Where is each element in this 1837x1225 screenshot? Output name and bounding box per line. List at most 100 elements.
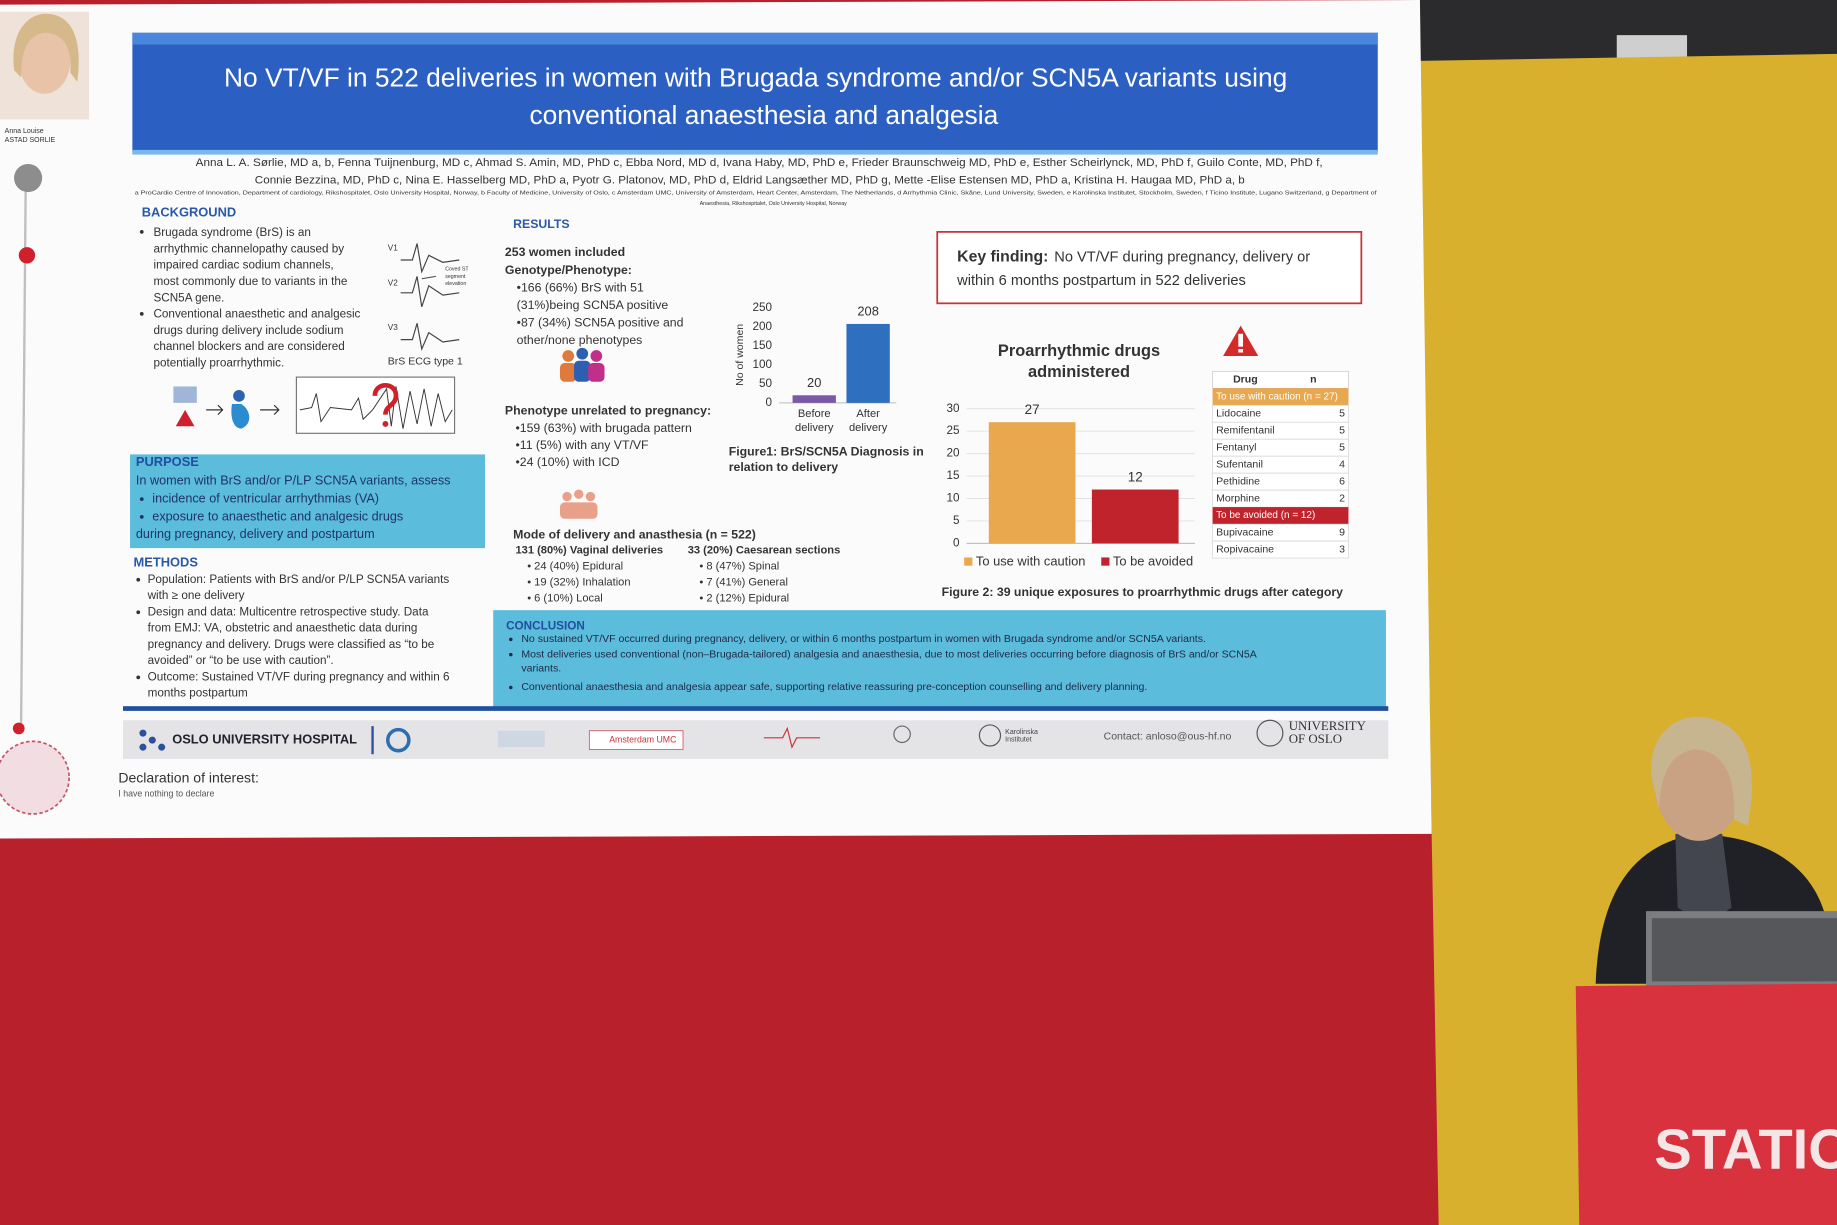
table-cell: 9: [1339, 526, 1345, 538]
authors: Anna L. A. Sørlie, MD a, b, Fenna Tuijne…: [196, 157, 1323, 169]
results-text: (31%)being SCN5A positive: [517, 298, 669, 312]
conclusion-text: Most deliveries used conventional (non–B…: [521, 648, 1256, 660]
y-tick-label: 15: [946, 469, 960, 482]
y-tick-label: 150: [753, 339, 773, 352]
background-text: most commonly due to variants in the: [153, 275, 347, 288]
table-cell: Ropivacaine: [1216, 543, 1274, 555]
table-cell: Fentanyl: [1216, 441, 1256, 453]
ecg-lead: V3: [388, 323, 398, 332]
y-tick-label: 50: [759, 377, 773, 390]
ecg-lead: V2: [388, 279, 398, 288]
section-heading: RESULTS: [513, 217, 569, 231]
chart-title: Proarrhythmic drugs administered: [997, 340, 1161, 381]
monitor-screen: [1651, 918, 1837, 982]
table-header: Drug: [1233, 374, 1258, 386]
y-tick-label: 0: [953, 536, 960, 549]
pregnant-icon: [233, 389, 245, 402]
table-group: To be avoided (n = 12): [1216, 510, 1315, 521]
ecg-caption: BrS ECG type 1: [388, 356, 463, 368]
presenter-scarf: [1675, 833, 1732, 926]
bar: [1091, 489, 1179, 544]
table-group: To use with caution (n = 27): [1216, 391, 1338, 402]
speaker-caption: Anna Louise: [5, 128, 44, 135]
y-tick-label: 30: [946, 402, 960, 415]
footer-logo-text: Institutet: [1005, 736, 1032, 743]
methods-text: Population: Patients with BrS and/or P/L…: [148, 573, 450, 586]
table-cell: Lidocaine: [1216, 407, 1261, 419]
purpose-text: In women with BrS and/or P/LP SCN5A vari…: [136, 474, 451, 488]
section-heading: CONCLUSION: [506, 620, 585, 633]
footer-rule: [123, 706, 1389, 711]
title-banner: [132, 32, 1378, 153]
title-banner-top: [132, 32, 1378, 45]
poster-title: No VT/VF in 522 deliveries in women with…: [224, 63, 1287, 93]
timeline: [19, 175, 27, 729]
chart-caption: Figure1: BrS/SCN5A Diagnosis in relation…: [728, 445, 924, 475]
results-text: other/none phenotypes: [517, 333, 643, 347]
arrow-icon: [206, 404, 224, 415]
timeline-dot: [12, 722, 25, 735]
x-tick-label: After delivery: [848, 407, 888, 435]
people-icon-faded: [560, 489, 598, 519]
results-text: 131 (80%) Vaginal deliveries: [515, 544, 663, 556]
conclusion-text: variants.: [521, 662, 561, 674]
methods-text: Design and data: Multicentre retrospecti…: [148, 605, 429, 618]
key-finding-text: within 6 months postpartum in 522 delive…: [956, 273, 1246, 289]
ecg-note: Coved ST: [445, 267, 469, 273]
data-label: 12: [1128, 469, 1143, 484]
logo-marks: [139, 719, 1284, 755]
section-heading: PURPOSE: [136, 454, 199, 469]
results-text: •166 (66%) BrS with 51: [517, 280, 644, 294]
results-text: •24 (10%) with ICD: [515, 455, 619, 469]
methods-text: with ≥ one delivery: [147, 589, 245, 602]
background-text: SCN5A gene.: [153, 291, 224, 304]
legend-swatch: [964, 557, 973, 566]
conclusion-text: Conventional anaesthesia and analgesia a…: [521, 681, 1147, 693]
x-tick-label: Before delivery: [795, 408, 833, 435]
ecg-note: segment: [445, 274, 466, 280]
presenter-hair: [1651, 716, 1752, 826]
chart-caption: Figure1: BrS/SCN5A Diagnosis in relation…: [728, 445, 924, 475]
timeline-dot: [14, 163, 43, 193]
table-cell: Bupivacaine: [1216, 526, 1274, 538]
data-label: 20: [807, 375, 821, 390]
bar: [846, 323, 890, 403]
table-row: [1212, 540, 1349, 559]
table-cell: 4: [1339, 458, 1345, 470]
footer-logo-text: OF OSLO: [1289, 732, 1342, 746]
y-tick-label: 25: [946, 424, 960, 437]
table-header: n: [1310, 374, 1316, 386]
ecg-note: elevation: [445, 281, 466, 287]
bullet: [139, 311, 144, 316]
results-text: Phenotype unrelated to pregnancy:: [505, 403, 711, 417]
ecg-traces: [400, 243, 460, 352]
table-cell: 6: [1339, 475, 1345, 487]
bullet: [139, 497, 144, 502]
arrow-icon: [260, 404, 280, 415]
table-cell: 5: [1339, 441, 1345, 453]
pregnant-icon: [231, 404, 250, 429]
timeline-dot: [18, 247, 36, 264]
bar: [988, 422, 1076, 544]
footer-logo-text: Karolinska: [1005, 729, 1038, 736]
purpose-text: exposure to anaesthetic and analgesic dr…: [152, 509, 403, 523]
results-text: • 2 (12%) Epidural: [699, 593, 789, 605]
methods-text: avoided” or “to be use with caution”.: [148, 654, 334, 667]
key-finding: Key finding: No VT/VF during pregnancy, d…: [957, 249, 1310, 266]
table-group-row: [1212, 388, 1349, 406]
people-icon: [560, 347, 605, 382]
declaration: Declaration of interest:: [118, 770, 259, 786]
legend-label: To be avoided: [1113, 554, 1193, 569]
podium: [1575, 983, 1837, 1225]
table-group-row: [1212, 507, 1349, 525]
results-text: • 6 (10%) Local: [527, 593, 603, 605]
purpose-text: incidence of ventricular arrhythmias (VA…: [152, 491, 379, 505]
footer-contact: Contact: anloso@ous-hf.no: [1104, 730, 1232, 742]
globe-graphic: [0, 740, 70, 815]
x-tick-label: After delivery: [848, 407, 888, 435]
table-cell: 3: [1339, 543, 1345, 555]
chart-title: Proarrhythmic drugs administered: [997, 340, 1161, 381]
declaration: I have nothing to declare: [118, 788, 214, 798]
affiliations: a ProCardio Centre of Innovation, Depart…: [135, 190, 1378, 197]
